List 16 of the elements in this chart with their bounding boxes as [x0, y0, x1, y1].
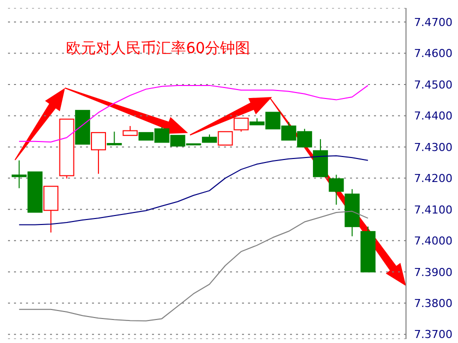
y-tick-label: 7.4600	[414, 47, 452, 60]
y-tick-label: 7.3900	[414, 266, 452, 279]
y-tick-label: 7.4400	[414, 110, 452, 123]
y-tick-label: 7.4300	[414, 140, 452, 154]
y-tick-label: 7.4200	[414, 172, 452, 186]
line-series	[18, 155, 368, 226]
y-tick-label: 7.4100	[414, 203, 452, 216]
y-tick-label: 7.3700	[414, 328, 452, 342]
y-tick-label: 7.4700	[414, 16, 452, 29]
y-tick-label: 7.3800	[414, 296, 452, 310]
candlestick	[344, 188, 360, 237]
text: 欧元对人民币汇率60分钟图	[66, 39, 250, 58]
candlestick	[328, 174, 344, 206]
y-tick-label: 7.4000	[414, 234, 452, 248]
y-tick-label: 7.4500	[414, 78, 452, 92]
line-series	[18, 84, 368, 142]
